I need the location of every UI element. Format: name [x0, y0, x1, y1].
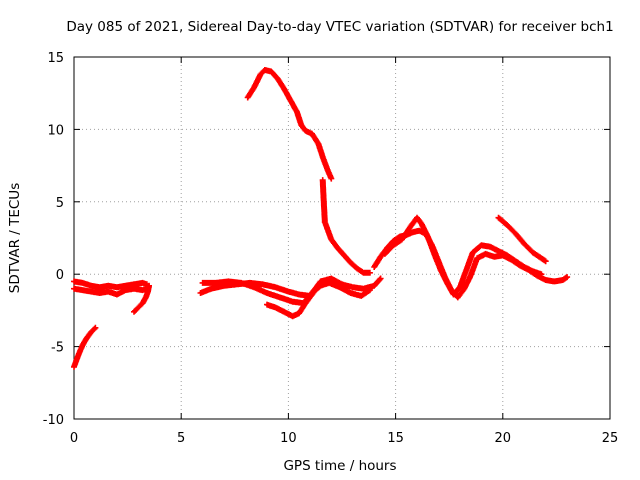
axis-ticks: [73, 56, 611, 420]
series-9: [319, 177, 373, 276]
series-7: [264, 277, 335, 320]
x-tick-label: 15: [387, 431, 404, 446]
series-1-markers: [71, 324, 99, 370]
x-tick-label: 5: [177, 431, 185, 446]
series-8: [244, 67, 335, 182]
x-axis-label: GPS time / hours: [283, 458, 396, 474]
x-tick-label: 10: [280, 431, 297, 446]
y-tick-label: -5: [51, 341, 64, 356]
x-tick-label: 0: [70, 431, 78, 446]
series-12: [495, 214, 549, 265]
y-tick-label: 10: [47, 123, 64, 138]
plot-frame: [73, 56, 611, 420]
series-8-markers: [244, 67, 335, 182]
chart-title: Day 085 of 2021, Sidereal Day-to-day VTE…: [66, 19, 613, 35]
tick-labels: 0 5 10 15 20 25 -10 -5 0 5 10 15: [43, 51, 619, 446]
series-2: [71, 278, 150, 291]
series-3-markers: [71, 285, 150, 298]
grid: [74, 57, 610, 419]
y-tick-label: 5: [56, 196, 64, 211]
series-1: [71, 324, 99, 370]
y-tick-label: 15: [47, 51, 64, 66]
x-tick-label: 20: [495, 431, 512, 446]
series-12-markers: [495, 214, 549, 265]
series-2-markers: [71, 278, 150, 291]
series-11: [381, 214, 545, 298]
series-9-markers: [319, 177, 373, 276]
y-axis-label: SDTVAR / TECUs: [7, 183, 23, 293]
series-3: [71, 285, 150, 298]
y-tick-label: -10: [43, 413, 64, 428]
series-4-markers: [131, 282, 152, 315]
data-marks: [71, 67, 571, 370]
x-tick-label: 25: [602, 431, 619, 446]
series-4: [131, 282, 152, 315]
series-11-markers: [381, 214, 545, 298]
y-tick-label: 0: [56, 268, 64, 283]
series-7-markers: [264, 277, 335, 320]
